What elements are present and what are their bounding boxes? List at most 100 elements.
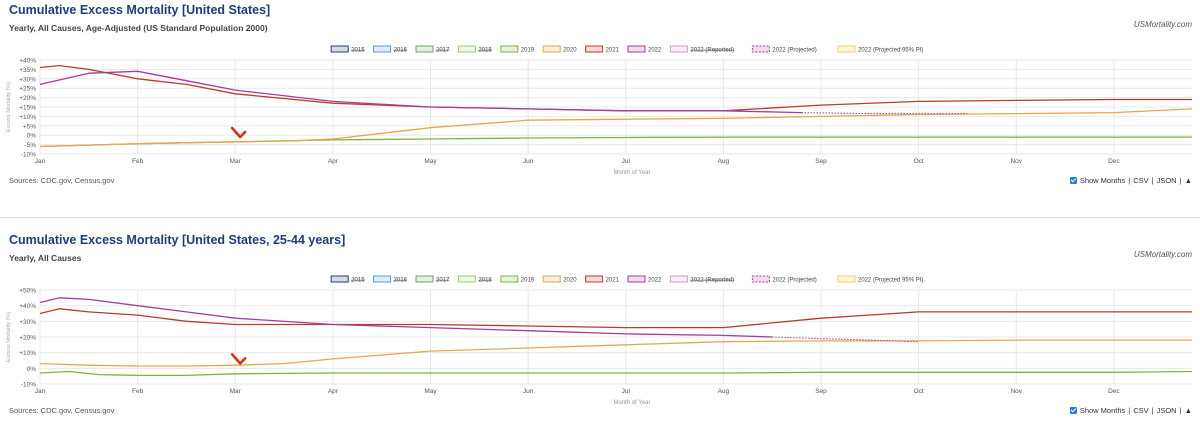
json-link[interactable]: JSON bbox=[1156, 406, 1177, 415]
legend-label: 2020 bbox=[563, 278, 577, 284]
legend-label: 2022 bbox=[648, 278, 662, 284]
legend-item-2022-projected[interactable]: 2022 (Projected) bbox=[751, 45, 817, 54]
legend-item-2022[interactable]: 2022 bbox=[627, 45, 662, 54]
x-tick-label: Sep bbox=[815, 388, 827, 395]
series-line-2022-projected bbox=[772, 336, 919, 343]
legend-swatch bbox=[585, 45, 604, 53]
section-divider bbox=[0, 217, 1200, 218]
csv-link[interactable]: CSV bbox=[1133, 176, 1149, 185]
show-months-label[interactable]: Show Months bbox=[1079, 406, 1126, 415]
x-tick-label: Jun bbox=[523, 158, 534, 165]
scroll-up-icon[interactable]: ▲ bbox=[1184, 176, 1192, 185]
scroll-up-icon[interactable]: ▲ bbox=[1184, 406, 1192, 415]
legend-swatch bbox=[542, 275, 561, 283]
legend-label: 2022 (Projected) bbox=[772, 278, 816, 284]
y-tick-label: -10% bbox=[21, 152, 36, 159]
legend-item-2019[interactable]: 2019 bbox=[500, 275, 535, 284]
y-tick-label: 0% bbox=[27, 133, 37, 140]
separator: | bbox=[1179, 406, 1182, 415]
y-axis-title: Excess Mortality (%) bbox=[6, 312, 12, 362]
chart-panel-2: Cumulative Excess Mortality [United Stat… bbox=[0, 230, 1200, 435]
show-months-label[interactable]: Show Months bbox=[1079, 176, 1126, 185]
x-tick-label: May bbox=[424, 388, 437, 395]
legend-swatch bbox=[330, 275, 349, 283]
x-tick-label: Feb bbox=[132, 388, 144, 395]
legend-item-2018[interactable]: 2018 bbox=[457, 275, 492, 284]
legend-label: 2022 (Projected 95% PI) bbox=[858, 48, 923, 54]
show-months-checkbox[interactable] bbox=[1069, 407, 1077, 414]
x-axis-title: Month of Year bbox=[613, 170, 650, 176]
separator: | bbox=[1151, 176, 1154, 185]
sources-note: Sources: CDC.gov, Census.gov bbox=[9, 406, 115, 415]
x-tick-label: Jan bbox=[35, 388, 46, 395]
separator: | bbox=[1151, 406, 1154, 415]
legend-label: 2017 bbox=[436, 278, 450, 284]
y-tick-label: +5% bbox=[23, 123, 36, 130]
annotation-arrow bbox=[230, 353, 247, 365]
legend-item-2017[interactable]: 2017 bbox=[415, 45, 450, 54]
series-line-2022-projected bbox=[801, 112, 968, 115]
x-axis-title: Month of Year bbox=[613, 400, 650, 406]
legend-item-2022-projected-95-pi[interactable]: 2022 (Projected 95% PI) bbox=[837, 45, 923, 54]
legend-label: 2016 bbox=[394, 48, 408, 54]
separator: | bbox=[1179, 176, 1182, 185]
y-tick-label: -10% bbox=[21, 382, 36, 389]
csv-link[interactable]: CSV bbox=[1133, 406, 1149, 415]
brand-link[interactable]: USMortality.com bbox=[1133, 250, 1192, 259]
legend-item-2016[interactable]: 2016 bbox=[373, 275, 408, 284]
legend-item-2021[interactable]: 2021 bbox=[585, 45, 620, 54]
x-tick-label: Oct bbox=[914, 158, 924, 165]
legend-swatch bbox=[330, 45, 349, 53]
legend-label: 2016 bbox=[394, 278, 408, 284]
legend-item-2022-projected[interactable]: 2022 (Projected) bbox=[751, 275, 817, 284]
legend-item-2022-reported[interactable]: 2022 (Reported) bbox=[669, 275, 734, 284]
y-tick-label: +10% bbox=[19, 350, 36, 357]
legend-item-2018[interactable]: 2018 bbox=[457, 45, 492, 54]
chart-subtitle: Yearly, All Causes, Age-Adjusted (US Sta… bbox=[9, 23, 268, 33]
legend-item-2019[interactable]: 2019 bbox=[500, 45, 535, 54]
x-tick-label: Apr bbox=[328, 388, 339, 395]
legend-label: 2022 (Reported) bbox=[690, 278, 734, 284]
legend-item-2022-reported[interactable]: 2022 (Reported) bbox=[669, 45, 734, 54]
legend-item-2022-projected-95-pi[interactable]: 2022 (Projected 95% PI) bbox=[837, 275, 923, 284]
json-link[interactable]: JSON bbox=[1156, 176, 1177, 185]
legend-swatch bbox=[751, 275, 770, 283]
y-tick-label: +20% bbox=[19, 95, 36, 102]
legend-swatch bbox=[500, 45, 519, 53]
legend-swatch bbox=[415, 45, 434, 53]
show-months-checkbox[interactable] bbox=[1069, 177, 1077, 184]
annotation-arrow bbox=[230, 126, 247, 139]
line-chart-25-44: +50% +40% +30% +20% +10% 0% -10%Jan Feb Mar Apr Ma… bbox=[6, 275, 1193, 406]
legend-label: 2015 bbox=[351, 48, 365, 54]
legend-label: 2018 bbox=[478, 278, 492, 284]
legend-item-2022[interactable]: 2022 bbox=[627, 275, 662, 284]
legend-item-2016[interactable]: 2016 bbox=[373, 45, 408, 54]
legend-item-2015[interactable]: 2015 bbox=[330, 45, 365, 54]
legend-swatch bbox=[585, 275, 604, 283]
legend-swatch bbox=[500, 275, 519, 283]
x-tick-label: Apr bbox=[328, 158, 339, 165]
series-line-2021 bbox=[39, 308, 1192, 329]
legend-swatch bbox=[457, 45, 476, 53]
brand-link[interactable]: USMortality.com bbox=[1133, 20, 1192, 29]
legend-item-2020[interactable]: 2020 bbox=[542, 275, 577, 284]
x-tick-label: Jun bbox=[523, 388, 534, 395]
y-tick-label: +40% bbox=[19, 58, 36, 65]
legend-item-2017[interactable]: 2017 bbox=[415, 275, 450, 284]
legend-item-2020[interactable]: 2020 bbox=[542, 45, 577, 54]
legend-item-2015[interactable]: 2015 bbox=[330, 275, 365, 284]
legend-label: 2015 bbox=[351, 278, 365, 284]
legend-label: 2021 bbox=[606, 278, 620, 284]
legend-label: 2021 bbox=[606, 48, 620, 54]
legend-item-2021[interactable]: 2021 bbox=[585, 275, 620, 284]
series-line-2022 bbox=[39, 70, 802, 114]
y-tick-label: +35% bbox=[19, 67, 36, 74]
chart-panel-1: Cumulative Excess Mortality [United Stat… bbox=[0, 0, 1200, 205]
separator: | bbox=[1128, 406, 1131, 415]
legend-swatch bbox=[457, 275, 476, 283]
legend-label: 2022 (Projected) bbox=[772, 48, 816, 54]
chart-title: Cumulative Excess Mortality [United Stat… bbox=[9, 233, 346, 247]
legend-label: 2022 (Projected 95% PI) bbox=[858, 278, 923, 284]
x-tick-label: Aug bbox=[718, 388, 730, 395]
legend-swatch bbox=[373, 275, 392, 283]
